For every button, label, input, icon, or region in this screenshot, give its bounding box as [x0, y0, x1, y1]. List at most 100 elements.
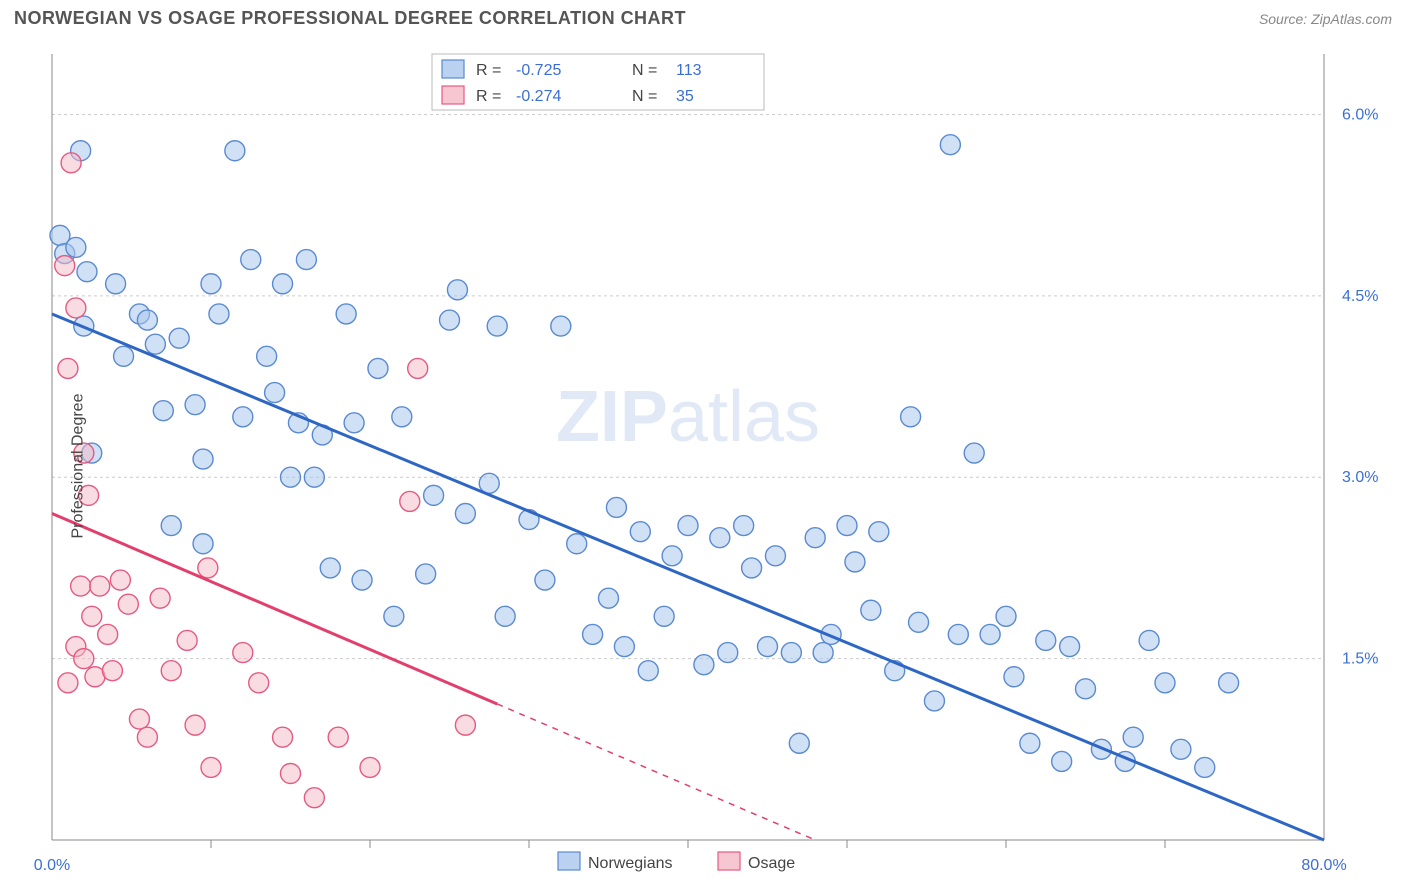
y-axis-label: Professional Degree	[69, 394, 87, 539]
legend-swatch	[442, 60, 464, 78]
scatter-point-osage	[233, 643, 253, 663]
scatter-point-norwegians	[606, 497, 626, 517]
scatter-point-norwegians	[734, 516, 754, 536]
scatter-point-osage	[400, 491, 420, 511]
scatter-point-norwegians	[996, 606, 1016, 626]
scatter-point-norwegians	[614, 637, 634, 657]
legend-swatch	[442, 86, 464, 104]
scatter-point-osage	[150, 588, 170, 608]
scatter-point-norwegians	[845, 552, 865, 572]
scatter-point-norwegians	[106, 274, 126, 294]
scatter-point-osage	[58, 673, 78, 693]
scatter-point-osage	[360, 757, 380, 777]
scatter-point-norwegians	[368, 358, 388, 378]
scatter-point-osage	[66, 298, 86, 318]
scatter-point-norwegians	[630, 522, 650, 542]
scatter-point-norwegians	[296, 250, 316, 270]
scatter-point-norwegians	[678, 516, 698, 536]
scatter-point-norwegians	[384, 606, 404, 626]
scatter-point-norwegians	[440, 310, 460, 330]
y-tick-label: 3.0%	[1342, 469, 1378, 486]
scatter-point-norwegians	[320, 558, 340, 578]
series-legend-label: Norwegians	[588, 855, 672, 872]
scatter-point-norwegians	[583, 624, 603, 644]
scatter-point-osage	[177, 630, 197, 650]
scatter-point-norwegians	[638, 661, 658, 681]
scatter-point-osage	[249, 673, 269, 693]
legend-r-value: -0.274	[516, 88, 561, 105]
scatter-point-norwegians	[336, 304, 356, 324]
chart-title: NORWEGIAN VS OSAGE PROFESSIONAL DEGREE C…	[14, 8, 686, 29]
scatter-point-norwegians	[1123, 727, 1143, 747]
scatter-point-norwegians	[964, 443, 984, 463]
scatter-point-norwegians	[1076, 679, 1096, 699]
scatter-point-norwegians	[662, 546, 682, 566]
scatter-point-osage	[328, 727, 348, 747]
scatter-point-norwegians	[789, 733, 809, 753]
scatter-point-norwegians	[1004, 667, 1024, 687]
scatter-point-norwegians	[1219, 673, 1239, 693]
scatter-point-norwegians	[869, 522, 889, 542]
scatter-point-norwegians	[193, 534, 213, 554]
scatter-point-norwegians	[455, 504, 475, 524]
scatter-point-norwegians	[781, 643, 801, 663]
scatter-point-osage	[82, 606, 102, 626]
scatter-point-norwegians	[447, 280, 467, 300]
scatter-point-norwegians	[185, 395, 205, 415]
scatter-point-osage	[129, 709, 149, 729]
scatter-point-osage	[408, 358, 428, 378]
scatter-point-norwegians	[424, 485, 444, 505]
scatter-point-norwegians	[416, 564, 436, 584]
scatter-point-norwegians	[1052, 751, 1072, 771]
trend-line-osage-dashed	[497, 704, 815, 840]
scatter-point-osage	[58, 358, 78, 378]
scatter-point-osage	[198, 558, 218, 578]
legend-n-label: N =	[632, 88, 657, 105]
scatter-point-osage	[161, 661, 181, 681]
scatter-point-norwegians	[225, 141, 245, 161]
scatter-point-norwegians	[281, 467, 301, 487]
scatter-point-norwegians	[153, 401, 173, 421]
legend-n-label: N =	[632, 62, 657, 79]
scatter-point-osage	[273, 727, 293, 747]
scatter-point-norwegians	[805, 528, 825, 548]
scatter-point-norwegians	[114, 346, 134, 366]
scatter-point-norwegians	[273, 274, 293, 294]
scatter-point-norwegians	[980, 624, 1000, 644]
scatter-point-norwegians	[145, 334, 165, 354]
scatter-point-norwegians	[742, 558, 762, 578]
scatter-point-norwegians	[241, 250, 261, 270]
scatter-point-norwegians	[1020, 733, 1040, 753]
legend-r-label: R =	[476, 62, 501, 79]
scatter-point-norwegians	[1139, 630, 1159, 650]
correlation-scatter-chart: 1.5%3.0%4.5%6.0%ZIPatlas0.0%80.0%R =-0.7…	[0, 40, 1406, 892]
series-legend-swatch	[558, 852, 580, 870]
scatter-point-norwegians	[758, 637, 778, 657]
scatter-point-osage	[281, 763, 301, 783]
scatter-point-norwegians	[265, 383, 285, 403]
scatter-point-norwegians	[479, 473, 499, 493]
scatter-point-norwegians	[344, 413, 364, 433]
scatter-point-osage	[137, 727, 157, 747]
watermark: ZIPatlas	[556, 377, 820, 457]
scatter-point-osage	[185, 715, 205, 735]
scatter-point-norwegians	[233, 407, 253, 427]
scatter-point-norwegians	[257, 346, 277, 366]
scatter-point-norwegians	[1155, 673, 1175, 693]
y-tick-label: 4.5%	[1342, 288, 1378, 305]
legend-r-label: R =	[476, 88, 501, 105]
scatter-point-osage	[118, 594, 138, 614]
scatter-point-norwegians	[940, 135, 960, 155]
y-tick-label: 1.5%	[1342, 651, 1378, 668]
scatter-point-norwegians	[765, 546, 785, 566]
scatter-point-norwegians	[193, 449, 213, 469]
scatter-point-norwegians	[304, 467, 324, 487]
scatter-point-osage	[455, 715, 475, 735]
scatter-point-osage	[98, 624, 118, 644]
scatter-point-norwegians	[161, 516, 181, 536]
series-legend-label: Osage	[748, 855, 795, 872]
x-tick-label: 0.0%	[34, 857, 70, 874]
scatter-point-osage	[90, 576, 110, 596]
scatter-point-norwegians	[861, 600, 881, 620]
scatter-point-osage	[102, 661, 122, 681]
